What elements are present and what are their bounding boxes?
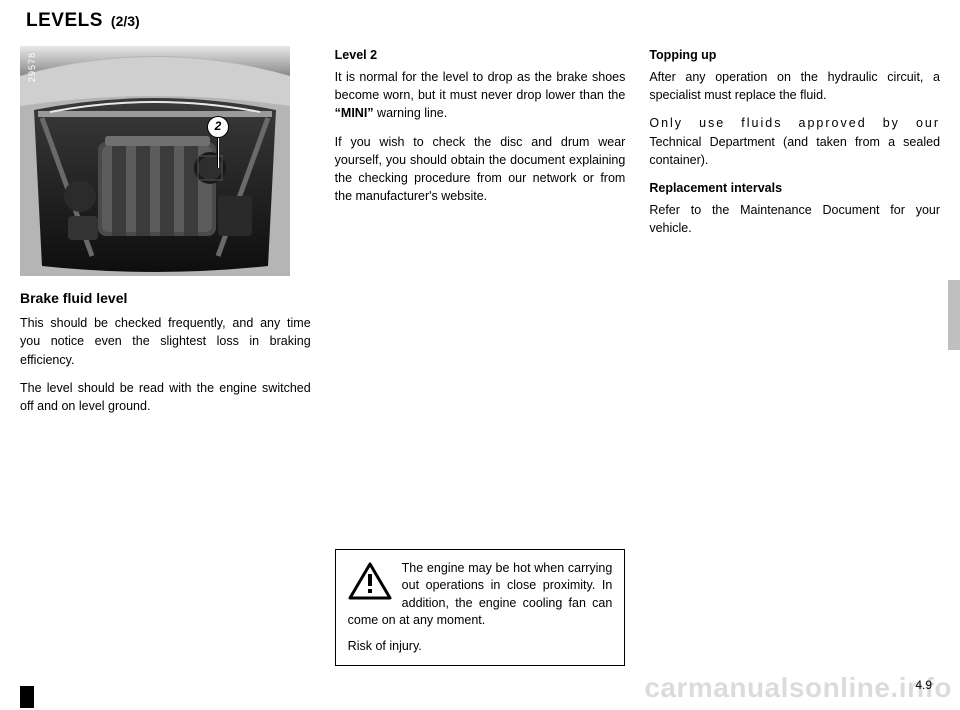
col2-p1c: warning line. (374, 106, 448, 120)
columns: 29578 2 Brake fluid level This should be… (20, 46, 940, 666)
topping-up-heading: Topping up (649, 46, 940, 64)
crop-marks (20, 686, 34, 708)
photo-id: 29578 (26, 52, 39, 82)
col2-p1: It is normal for the level to drop as th… (335, 68, 626, 122)
engine-photo: 29578 2 (20, 46, 290, 276)
replacement-heading: Replacement intervals (649, 179, 940, 197)
warning-content: The engine may be hot when carrying out … (348, 560, 613, 656)
warning-icon (348, 562, 392, 600)
column-2: Level 2 It is normal for the level to dr… (335, 46, 626, 666)
section-tab (948, 280, 960, 350)
level2-heading: Level 2 (335, 46, 626, 64)
title-row: LEVELS (2/3) (20, 10, 940, 32)
page: LEVELS (2/3) (20, 10, 940, 700)
col3-p2b: Technical Department (and taken from a s… (649, 135, 940, 167)
col1-p2: The level should be read with the engine… (20, 379, 311, 415)
engine-illustration (20, 46, 290, 276)
warning-p2: Risk of injury. (348, 638, 613, 656)
column-3: Topping up After any operation on the hy… (649, 46, 940, 666)
col3-p2: Only use fluids approved by our Technica… (649, 114, 940, 168)
col3-p3: Refer to the Maintenance Document for yo… (649, 201, 940, 237)
col3-p2a: Only use fluids approved by our (649, 116, 940, 130)
column-1: 29578 2 Brake fluid level This should be… (20, 46, 311, 666)
col1-p1: This should be checked frequently, and a… (20, 314, 311, 368)
page-title-part: (2/3) (111, 13, 140, 29)
col2-p1b: “MINI” (335, 106, 374, 120)
col3-p1: After any operation on the hydraulic cir… (649, 68, 940, 104)
col2-p1a: It is normal for the level to drop as th… (335, 70, 626, 102)
page-title: LEVELS (26, 10, 103, 32)
warning-box: The engine may be hot when carrying out … (335, 549, 626, 667)
crop-mark (20, 686, 34, 708)
col2-p2: If you wish to check the disc and drum w… (335, 133, 626, 206)
callout-number: 2 (215, 118, 222, 135)
callout-line (217, 138, 219, 168)
brake-fluid-heading: Brake fluid level (20, 288, 311, 308)
watermark: carmanualsonline.info (644, 672, 952, 704)
callout-2: 2 (207, 116, 229, 138)
